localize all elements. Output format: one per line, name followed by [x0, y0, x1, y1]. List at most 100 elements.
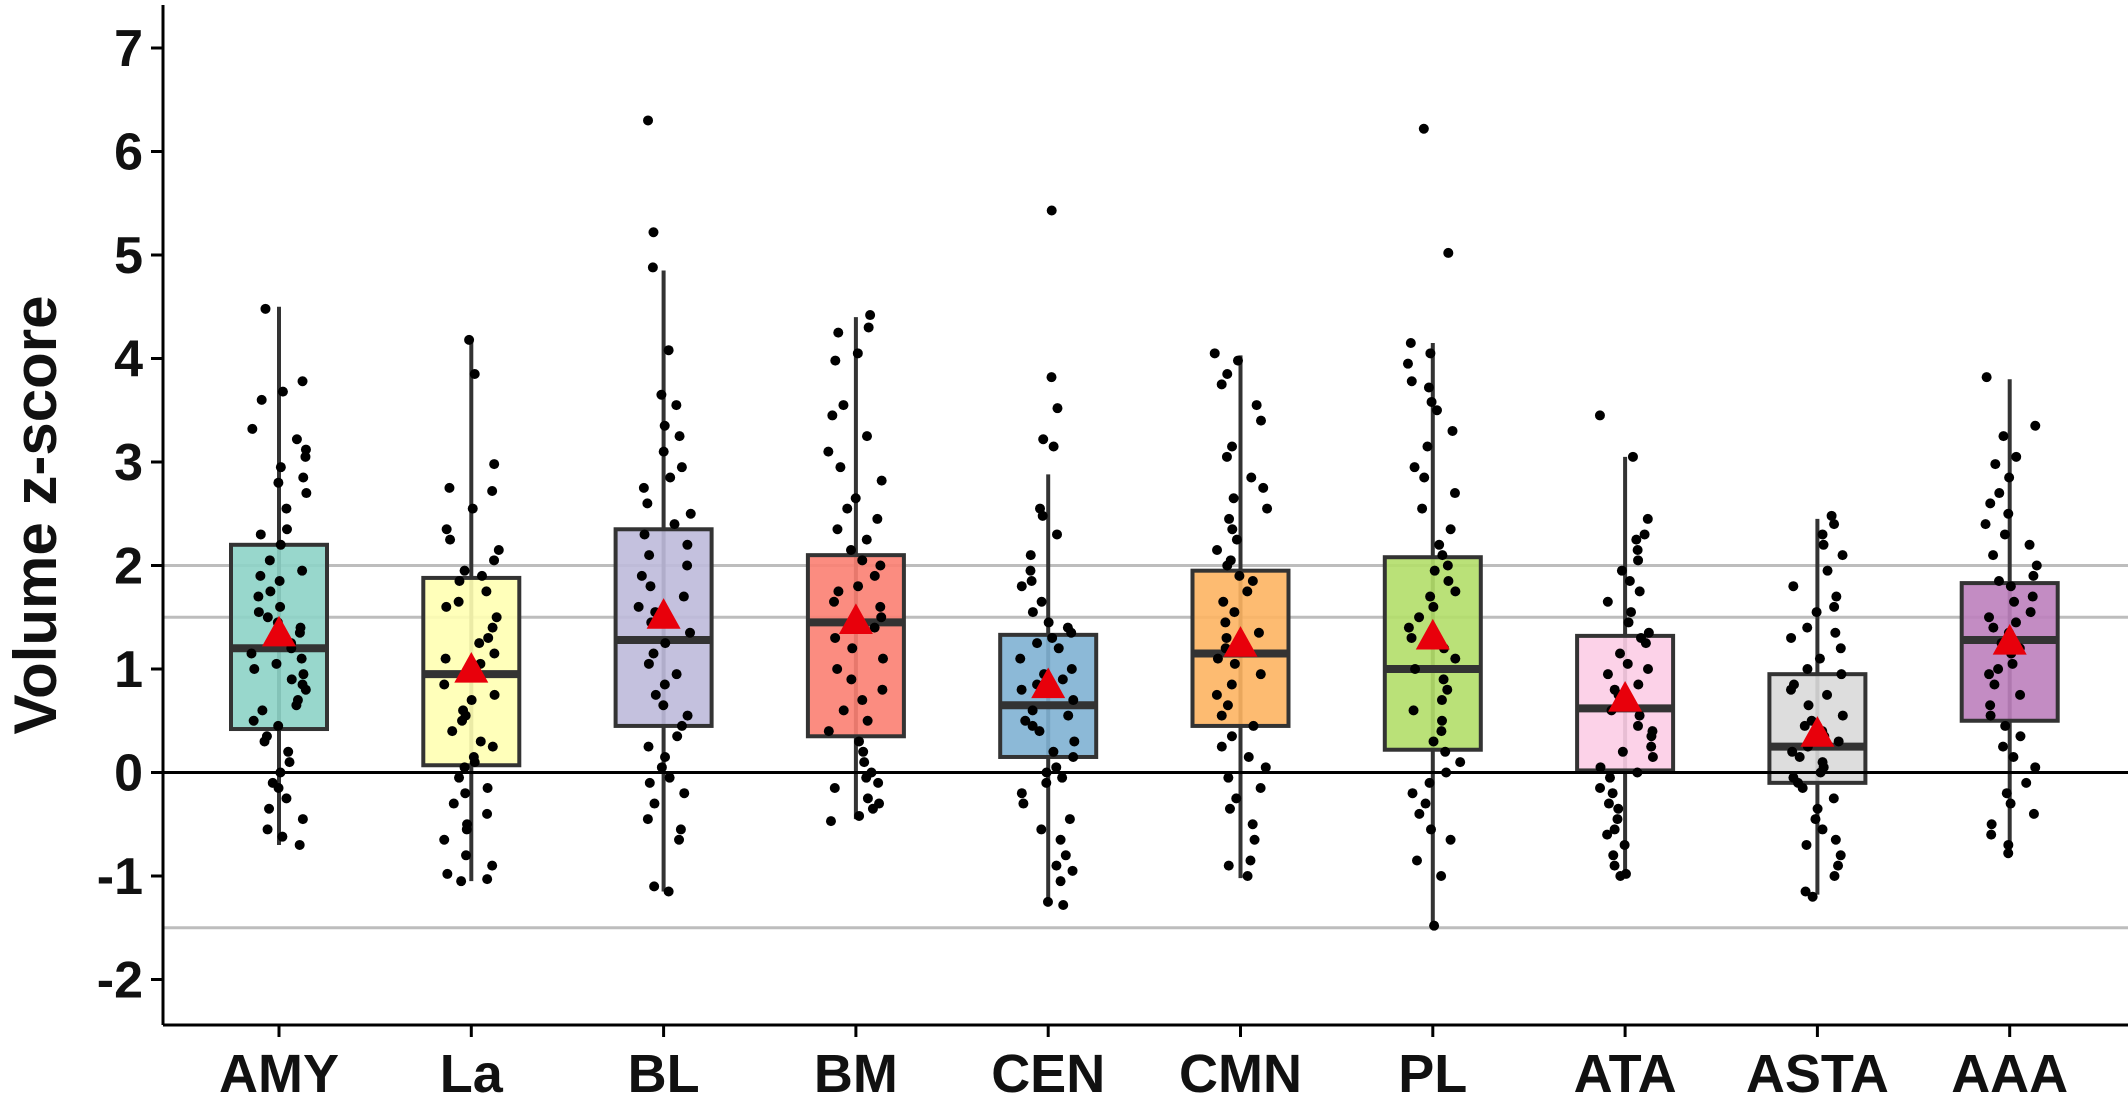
y-tick-label: 1 — [114, 641, 143, 699]
data-point — [262, 824, 273, 835]
data-point — [1402, 358, 1413, 369]
data-point — [1786, 632, 1797, 643]
data-point — [859, 757, 870, 768]
data-point — [1042, 896, 1053, 907]
data-point — [850, 493, 861, 504]
data-point — [283, 746, 294, 757]
data-point — [832, 524, 843, 535]
data-point — [300, 451, 311, 462]
data-point — [1260, 762, 1271, 773]
x-tick-label: La — [440, 1044, 504, 1103]
data-point — [685, 508, 696, 519]
data-point — [663, 345, 674, 356]
data-point — [1802, 622, 1813, 633]
data-point — [1794, 751, 1805, 762]
data-point — [445, 534, 456, 545]
data-point — [648, 227, 659, 238]
data-point — [672, 731, 683, 742]
data-point — [460, 788, 471, 799]
data-point — [1443, 576, 1454, 587]
data-point — [1027, 607, 1038, 618]
data-point — [1063, 710, 1074, 721]
box-pl — [1382, 342, 1483, 926]
data-point — [1420, 798, 1431, 809]
data-point — [1410, 664, 1421, 674]
data-point — [1436, 871, 1447, 881]
data-point — [1811, 607, 1822, 618]
data-point — [656, 389, 667, 400]
data-point — [823, 446, 834, 457]
data-point — [453, 596, 464, 607]
data-point — [469, 757, 480, 768]
data-point — [1405, 337, 1416, 348]
data-point — [1828, 793, 1839, 804]
data-point — [1212, 544, 1223, 555]
data-point — [1988, 622, 1999, 633]
data-point — [669, 519, 680, 530]
data-point — [2003, 839, 2014, 850]
data-point — [1434, 539, 1445, 550]
data-point — [1837, 710, 1848, 721]
box-bl — [613, 270, 714, 892]
mean-marker — [838, 603, 873, 634]
data-point — [466, 695, 477, 706]
data-point — [262, 612, 273, 623]
data-point — [249, 664, 260, 674]
data-point — [1220, 617, 1231, 628]
data-point — [1799, 720, 1810, 731]
data-point — [854, 736, 865, 747]
data-point — [678, 591, 689, 602]
data-point — [2028, 570, 2039, 581]
data-point — [2031, 560, 2042, 571]
data-point — [862, 715, 873, 726]
data-point — [1226, 731, 1237, 742]
data-point — [2030, 420, 2041, 431]
data-point — [1984, 612, 1995, 623]
data-point — [1407, 788, 1418, 799]
data-point — [1450, 586, 1461, 597]
data-point — [858, 746, 869, 757]
data-point — [277, 831, 288, 842]
data-point — [827, 410, 838, 421]
data-point — [1251, 400, 1262, 411]
data-point — [1603, 798, 1614, 809]
data-point — [1403, 622, 1414, 633]
data-point — [829, 596, 840, 607]
data-point — [248, 715, 259, 726]
data-point — [675, 824, 686, 835]
data-point — [1428, 601, 1439, 612]
data-point — [833, 327, 844, 338]
data-point — [643, 115, 654, 126]
data-point — [1229, 658, 1240, 669]
data-point — [1999, 529, 2010, 540]
data-point — [1455, 757, 1466, 768]
data-point — [1048, 441, 1059, 452]
data-point — [1223, 772, 1234, 783]
data-point — [878, 653, 889, 664]
data-point — [650, 689, 661, 700]
data-point — [1436, 695, 1447, 706]
data-point — [487, 860, 498, 871]
data-point — [1043, 617, 1054, 628]
data-point — [1993, 664, 2004, 674]
data-point — [1052, 529, 1063, 540]
data-point — [665, 472, 676, 483]
data-point — [1818, 539, 1829, 550]
data-point — [1419, 472, 1430, 483]
data-point — [1812, 803, 1823, 814]
data-point — [847, 643, 858, 654]
data-point — [644, 777, 655, 788]
data-point — [475, 736, 486, 747]
data-point — [633, 601, 644, 612]
data-point — [1631, 534, 1642, 545]
data-point — [842, 503, 853, 514]
data-point — [1788, 581, 1799, 592]
data-point — [658, 446, 669, 457]
data-point — [1425, 348, 1436, 359]
data-points — [246, 115, 2042, 931]
data-point — [682, 539, 693, 550]
data-point — [1447, 425, 1458, 436]
data-point — [674, 431, 685, 442]
data-point — [2005, 581, 2016, 592]
